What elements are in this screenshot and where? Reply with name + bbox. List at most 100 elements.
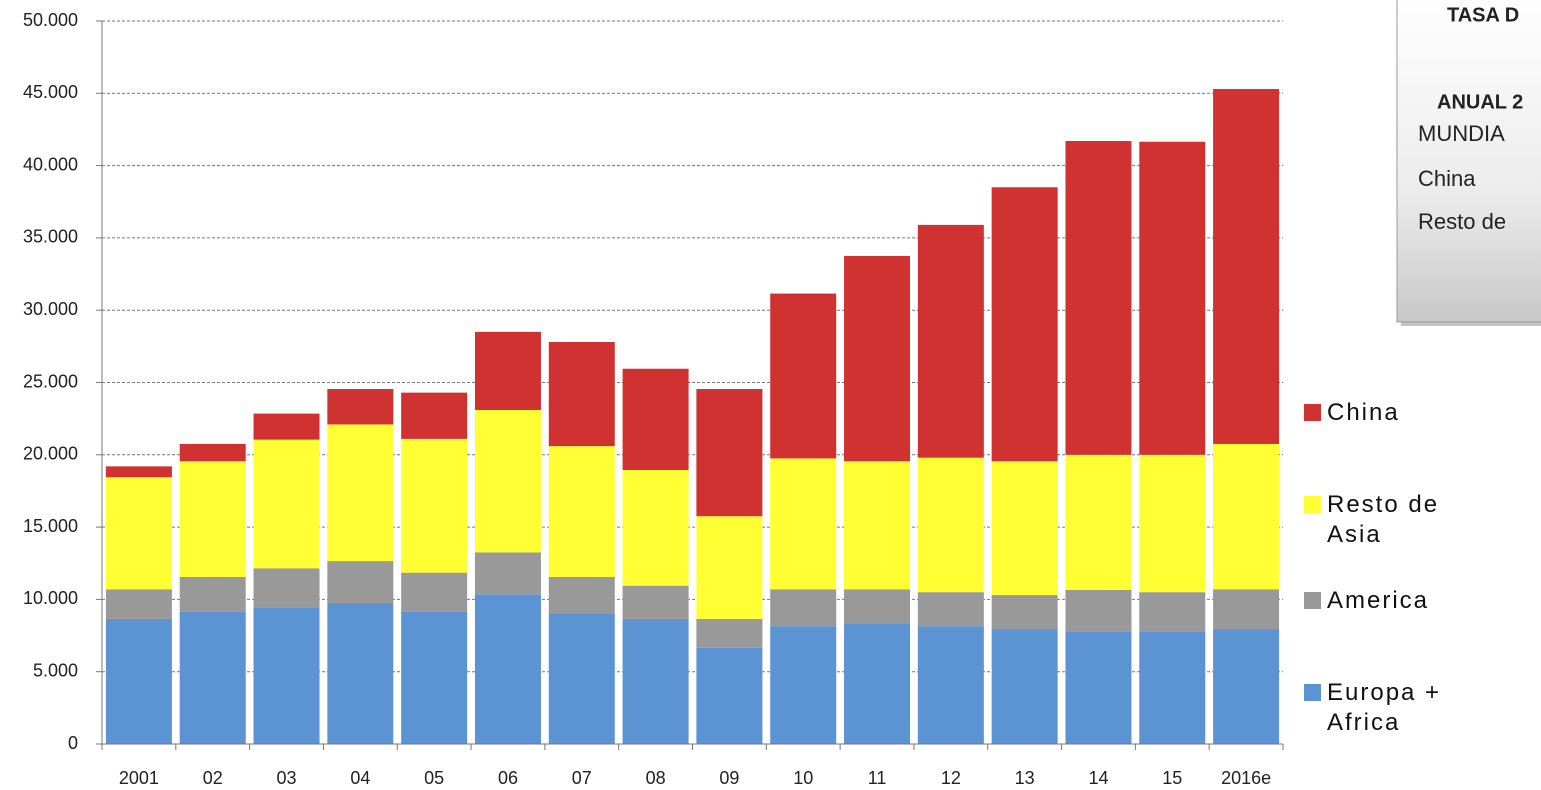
x-tick-label: 07 <box>572 768 592 788</box>
inset-text: TASA D <box>1447 4 1519 26</box>
x-tick-label: 2001 <box>119 768 159 788</box>
inset-text: ANUAL 2 <box>1437 91 1523 113</box>
bar-segment <box>991 187 1058 462</box>
bar-segment <box>1139 141 1206 455</box>
bar-segment <box>622 618 689 744</box>
bar-segment <box>105 589 172 619</box>
bar-segment <box>401 392 468 439</box>
bar-segment <box>917 457 984 593</box>
x-tick-label: 10 <box>793 768 813 788</box>
inset-box <box>1396 0 1541 323</box>
bar-segment <box>474 552 541 595</box>
y-tick-label: 35.000 <box>23 227 78 247</box>
legend-swatch <box>1304 592 1321 609</box>
inset-text: Resto de <box>1418 209 1506 234</box>
bar-segment <box>917 626 984 744</box>
bar-segment <box>844 255 911 462</box>
bar-segment <box>622 585 689 619</box>
x-tick-label: 09 <box>719 768 739 788</box>
x-tick-label: 05 <box>424 768 444 788</box>
legend-item: Europa + Africa <box>1304 678 1477 738</box>
bar-segment <box>105 466 172 478</box>
y-tick-label: 20.000 <box>23 444 78 464</box>
bar-segment <box>253 568 320 608</box>
bar-segment <box>991 461 1058 596</box>
bar-segment <box>770 589 837 627</box>
legend-swatch <box>1304 684 1321 701</box>
bar-segment <box>1139 592 1206 632</box>
x-tick-label: 11 <box>868 768 887 788</box>
bar-segment <box>179 461 246 577</box>
bar-segment <box>1139 631 1206 744</box>
x-tick-label: 2016e <box>1221 768 1271 788</box>
bar-segment <box>844 589 911 624</box>
bar-segment <box>548 576 615 614</box>
x-tick-label: 14 <box>1088 768 1108 788</box>
x-tick-label: 02 <box>203 768 223 788</box>
bar-segment <box>1065 590 1132 632</box>
bar-segment <box>770 458 837 590</box>
bar-segment <box>474 331 541 410</box>
bar-segment <box>179 576 246 612</box>
bar-segment <box>179 443 246 462</box>
bar-segment <box>253 607 320 744</box>
bar-segment <box>991 629 1058 744</box>
bar-segment <box>696 389 763 517</box>
bar-segment <box>1213 629 1280 744</box>
y-tick-label: 25.000 <box>23 371 78 391</box>
bar-segment <box>696 618 763 648</box>
bar-segment <box>253 413 320 440</box>
plot: 0 5.000 10.000 15.000 20.000 25.000 30.000 35.0… <box>23 10 1284 788</box>
legend-item: Resto de Asia <box>1304 490 1497 550</box>
x-tick-label: 12 <box>941 768 961 788</box>
y-tick-label: 45.000 <box>23 82 78 102</box>
bar-segment <box>1065 631 1132 744</box>
y-tick-label: 40.000 <box>23 154 78 174</box>
bar-segment <box>770 626 837 744</box>
inset-text: MUNDIA <box>1418 121 1505 146</box>
legend-item: China <box>1304 398 1497 428</box>
x-tick-label: 06 <box>498 768 518 788</box>
x-tick-label: 13 <box>1015 768 1035 788</box>
bar-segment <box>474 409 541 553</box>
bar-segment <box>548 342 615 447</box>
y-tick-label: 30.000 <box>23 299 78 319</box>
bar-segment <box>474 594 541 744</box>
bar-segment <box>548 446 615 577</box>
legend-label: Europa + Africa <box>1327 679 1442 736</box>
bar-segment <box>253 439 320 569</box>
inset-text: China <box>1418 166 1476 191</box>
bar-segment <box>327 424 394 562</box>
y-tick-label: 0 <box>68 733 78 753</box>
bar-segment <box>105 477 172 590</box>
legend-swatch <box>1304 404 1321 421</box>
bar-segment <box>179 611 246 744</box>
bar-segment <box>1065 141 1132 455</box>
legend-label: China <box>1327 399 1400 426</box>
x-tick-label: 04 <box>350 768 370 788</box>
bar-segment <box>401 611 468 744</box>
legend-item: America <box>1304 586 1497 616</box>
x-tick-label: 08 <box>646 768 666 788</box>
y-tick-label: 10.000 <box>23 588 78 608</box>
bar-segment <box>327 389 394 425</box>
bar-segment <box>1139 454 1206 593</box>
bar-segment <box>1065 454 1132 591</box>
bar-segment <box>1213 88 1280 444</box>
bar-segment <box>622 469 689 586</box>
bar-segment <box>844 623 911 744</box>
bar-segment <box>1213 589 1280 630</box>
bar-segment <box>622 368 689 470</box>
y-tick-label: 5.000 <box>33 660 78 680</box>
bar-segment <box>844 461 911 590</box>
x-tick-label: 03 <box>277 768 297 788</box>
bar-segment <box>991 595 1058 630</box>
y-tick-label: 50.000 <box>23 10 78 30</box>
legend-label: America <box>1327 587 1430 614</box>
bar-segment <box>105 618 172 744</box>
legend-label: Resto de Asia <box>1327 491 1440 548</box>
bar-segment <box>327 561 394 604</box>
bar-segment <box>917 224 984 458</box>
legend-swatch <box>1304 496 1321 513</box>
